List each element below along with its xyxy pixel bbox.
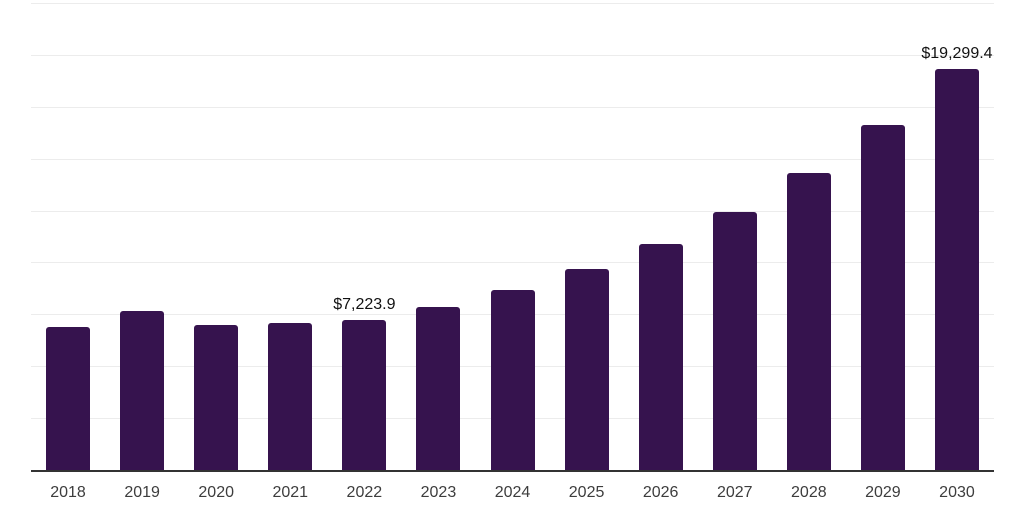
bar-group-2019 [105,0,179,470]
bar-group-2027 [698,0,772,470]
x-label-2028: 2028 [791,484,827,501]
bar-group-2025 [550,0,624,470]
x-label-2018: 2018 [50,484,86,501]
bar-group-2023 [401,0,475,470]
bar-2024[interactable] [490,290,535,470]
value-label-2022: $7,223.9 [333,296,396,314]
bar-group-2026 [624,0,698,470]
bar-2027[interactable] [712,212,757,470]
bar-group-2030: $19,299.4 [920,0,994,470]
bar-group-2022: $7,223.9 [327,0,401,470]
bar-2023[interactable] [416,306,461,470]
x-label-2020: 2020 [198,484,234,501]
value-label-2030: $19,299.4 [921,45,993,63]
x-axis-labels: 2018 2019 2020 2021 2022 2023 2024 2025 2026 2027… [31,483,994,503]
x-label-2024: 2024 [494,484,531,501]
bar-2021[interactable] [268,323,313,470]
bar-2022[interactable] [342,320,387,470]
bar-group-2024 [475,0,549,470]
x-label-2029: 2029 [865,484,901,501]
bar-2029[interactable] [860,125,905,470]
x-label-2023: 2023 [420,484,457,501]
x-label-2019: 2019 [124,484,160,501]
x-label-2025: 2025 [568,484,605,501]
x-axis-line [31,470,994,472]
x-label-2027: 2027 [716,484,753,501]
x-label-2030: 2030 [939,484,975,501]
bar-2018[interactable] [46,326,91,470]
bar-2025[interactable] [564,269,609,470]
bar-2030[interactable] [934,69,979,470]
bar-2026[interactable] [638,244,683,470]
bar-2028[interactable] [786,172,831,470]
bar-group-2018 [31,0,105,470]
bar-2020[interactable] [194,324,239,470]
bar-group-2029 [846,0,920,470]
plot-area: $7,223.9 $19,299.4 [31,0,994,470]
x-label-2022: 2022 [346,484,383,501]
x-label-2026: 2026 [642,484,679,501]
bar-group-2021 [253,0,327,470]
bar-2019[interactable] [120,311,165,470]
bar-group-2020 [179,0,253,470]
bar-group-2028 [772,0,846,470]
x-label-2021: 2021 [272,484,309,501]
